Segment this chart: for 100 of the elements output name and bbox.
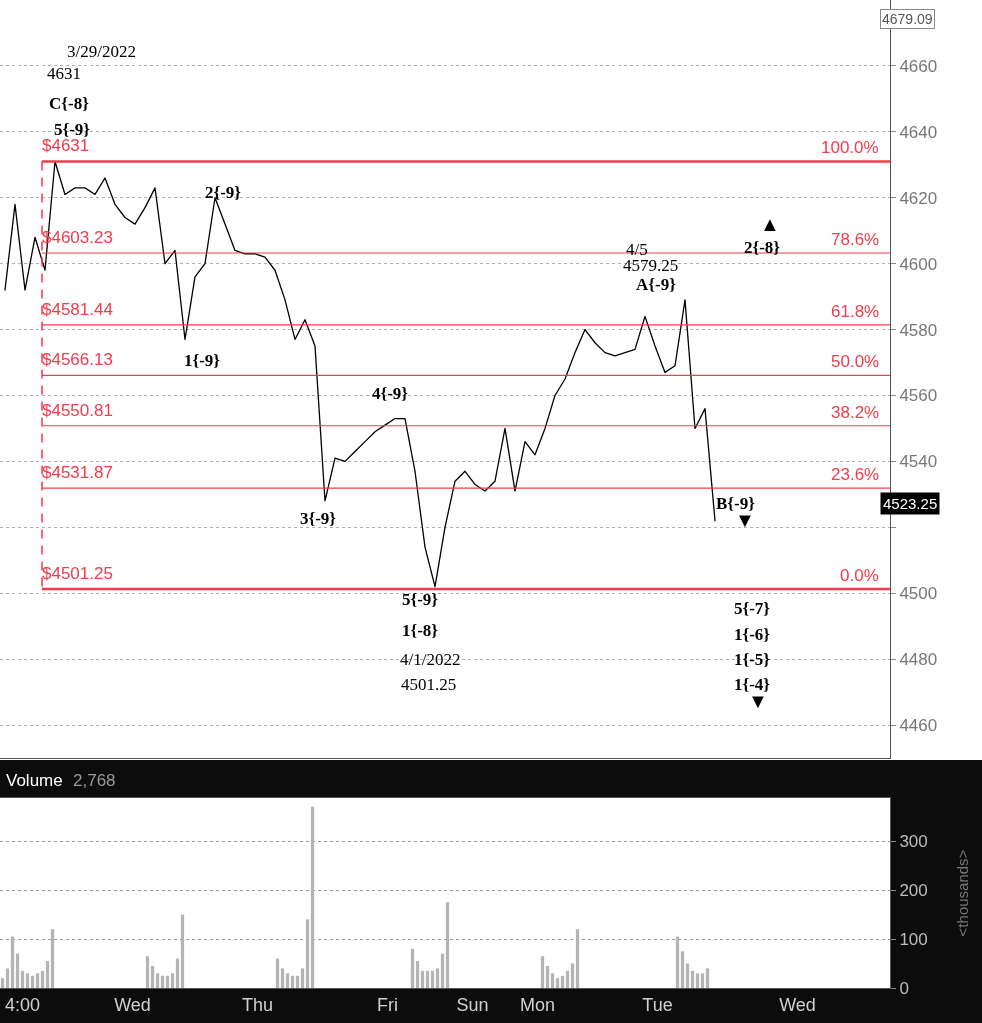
annotation: 1{-8} [402,621,439,640]
annotation: 1{-9} [184,351,221,370]
ref-line-label: $4550.81 [42,401,113,420]
bar [275,958,280,988]
bar [440,953,445,988]
x-tick-label: Sun [456,994,489,1015]
annotation: 61.8% [831,302,880,321]
bar [550,973,555,988]
bar [300,968,305,988]
bar [150,965,155,988]
y-tick-label: 4560 [899,386,938,406]
annotation: 4/1/2022 [400,650,461,669]
annotation: 50.0% [831,352,880,371]
ref-line-label: $4581.44 [42,300,113,319]
bar [425,970,430,988]
annotation: 4679.09 [882,11,933,27]
bar [295,975,300,988]
bar [560,975,565,988]
bar [10,936,15,988]
y-tick-label: 4660 [899,56,938,76]
y-tick-label: 4640 [899,122,938,142]
x-tick-label: Thu [241,994,274,1015]
bar [700,973,705,988]
annotation: 2{-8} [744,238,781,257]
annotation: C{-8} [49,94,90,113]
x-tick-label: 4:00 [4,994,41,1015]
annotation: 4/5 [626,240,648,259]
bar [690,970,695,988]
bar [420,970,425,988]
bar [285,973,290,988]
bar [145,956,150,988]
line-series [4,160,716,588]
bar [160,975,165,988]
bar [280,968,285,988]
y-tick-label: 4600 [899,254,938,274]
bar [445,902,450,988]
bar [695,973,700,988]
bar [35,973,40,988]
ref-line-label: $4501.25 [42,564,113,583]
y-tick-label: 200 [899,881,928,901]
annotation: 5{-9} [402,590,439,609]
bar [30,975,35,988]
bar [305,919,310,988]
text: 2,768 [73,771,116,790]
bar [290,975,295,988]
annotation: 4{-9} [372,384,409,403]
bar [45,961,50,988]
annotation: 3{-9} [300,509,337,528]
ref-line-label: $4566.13 [42,350,113,369]
x-tick-label: Fri [377,994,398,1015]
bar [575,929,580,988]
bar [415,961,420,988]
bar [410,948,415,988]
annotation: A{-9} [636,275,677,294]
y-tick-label: 4500 [899,584,938,604]
x-tick-label: Tue [642,994,673,1015]
y-tick-label: 300 [899,832,928,852]
bar [540,956,545,988]
annotation: 5{-7} [734,599,771,618]
y-tick-label: 0 [899,978,909,998]
bar [430,970,435,988]
x-tick-label: Mon [519,994,556,1015]
bar [565,970,570,988]
annotation: 78.6% [831,230,880,249]
annotation: 0.0% [840,566,879,585]
annotation: 4579.25 [623,256,679,275]
bar [680,951,685,988]
x-tick-label: Wed [114,994,151,1015]
bar [165,975,170,988]
annotation: 3/29/2022 [67,42,136,61]
bar [705,968,710,988]
bar [685,963,690,988]
bar [310,806,315,988]
bar [50,929,55,988]
annotation: 2{-9} [205,183,242,202]
annotation: ▲ [760,213,780,235]
ref-line-label: $4631 [42,136,90,155]
bar [155,973,160,988]
bar [545,965,550,988]
annotation: 5{-9} [54,120,91,139]
annotation: 100.0% [821,138,879,157]
ref-line-label: $4531.87 [42,463,113,482]
bar [570,963,575,988]
x-tick-label: Wed [779,994,816,1015]
y-tick-label: 4460 [899,715,938,735]
y-tick-label: 4620 [899,188,938,208]
bar [0,978,5,988]
annotation: 1{-4} [734,675,771,694]
bar [20,970,25,988]
annotation: 4523.25 [883,495,938,512]
annotation: 1{-6} [734,625,771,644]
bar [175,958,180,988]
bar [555,978,560,988]
bar [25,973,30,988]
annotation: 38.2% [831,403,880,422]
annotation: 4631 [47,64,81,83]
text: Volume [6,771,63,790]
annotation: B{-9} [716,494,756,513]
bar [435,968,440,988]
bar [40,970,45,988]
